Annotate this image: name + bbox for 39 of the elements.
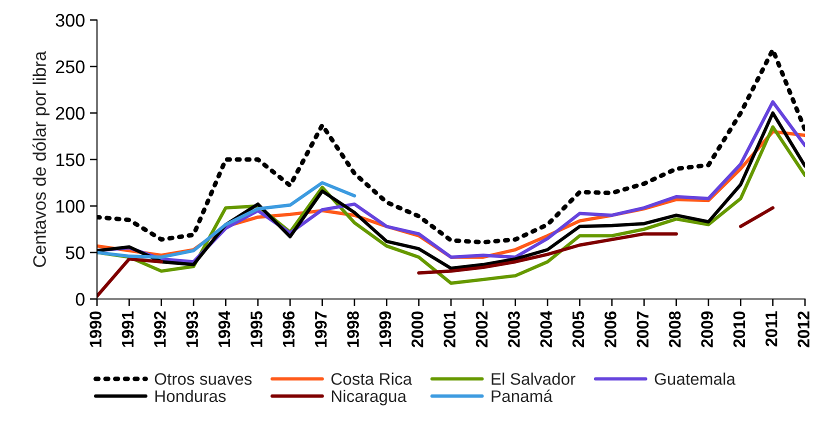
legend-label: Otros suaves: [154, 373, 252, 385]
line-series: [97, 181, 356, 259]
x-tick-label: 2000: [411, 311, 424, 348]
x-tick-label: 1992: [154, 311, 166, 347]
x-tick-label: 1996: [282, 311, 295, 347]
y-tick-label: 50: [66, 246, 84, 260]
x-tick-label: 1993: [186, 311, 198, 347]
y-axis-title: Centavos de dólar por libra: [32, 51, 50, 267]
legend-label: El Salvador: [492, 372, 576, 385]
x-tick-label: 1991: [122, 311, 134, 347]
x-tick-label: 2007: [636, 312, 649, 348]
x-tick-label: 1999: [379, 311, 392, 347]
x-tick-label: 2006: [604, 311, 616, 348]
x-tick-label: 2008: [668, 311, 681, 348]
x-tick-label: 1997: [314, 312, 327, 347]
x-tick-label: 1994: [218, 310, 230, 347]
x-tick-label: 2011: [765, 311, 778, 346]
x-tick-label: 1998: [347, 311, 359, 347]
legend-label: Nicaragua: [332, 390, 407, 406]
x-tick-label: 2004: [540, 310, 552, 348]
x-tick-label: 2003: [508, 311, 520, 348]
y-tick-label: 100: [56, 200, 84, 213]
y-tick-label: 150: [56, 153, 84, 166]
x-tick-label: 2012: [798, 311, 810, 348]
legend-label: Panamá: [492, 390, 552, 402]
legend-label: Honduras: [155, 390, 226, 402]
y-tick-label: 300: [56, 14, 84, 27]
y-tick-label: 200: [56, 106, 84, 120]
x-tick-label: 2001: [444, 311, 456, 348]
y-tick-label: 250: [56, 60, 84, 74]
legend-label: Costa Rica: [331, 372, 412, 385]
x-tick-label: 2010: [733, 311, 746, 348]
x-tick-label: 2002: [476, 311, 488, 348]
x-tick-label: 2005: [572, 311, 584, 348]
x-tick-label: 2009: [701, 311, 713, 348]
x-tick-label: 1995: [250, 311, 262, 347]
y-tick-label: 0: [76, 292, 84, 306]
x-tick-label: 1990: [90, 311, 102, 347]
legend-label: Guatemala: [654, 372, 736, 385]
